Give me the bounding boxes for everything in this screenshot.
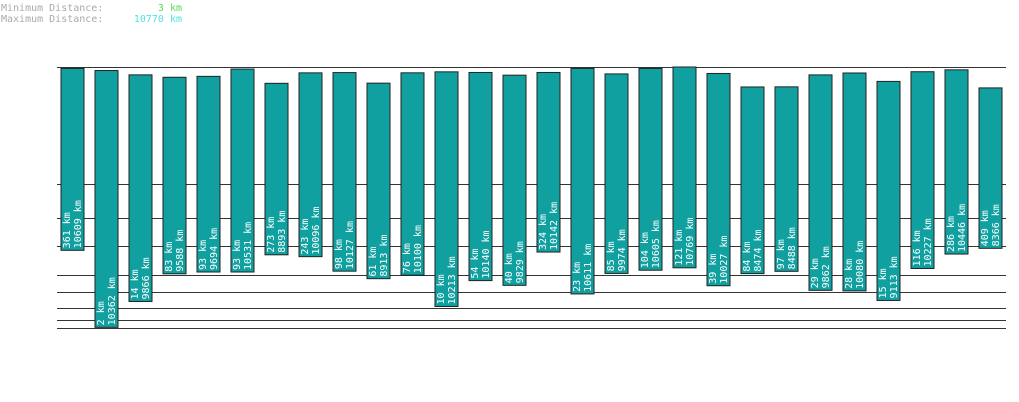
max-label: 10142 km bbox=[549, 202, 560, 250]
bar bbox=[468, 71, 493, 282]
header-value: 10770 km bbox=[134, 14, 182, 25]
max-label: 10609 km bbox=[73, 200, 84, 248]
bar bbox=[196, 75, 221, 273]
min-label: 83 km bbox=[164, 242, 175, 272]
bar bbox=[230, 68, 255, 273]
min-label: 61 km bbox=[368, 247, 379, 277]
max-label: 8893 km bbox=[277, 211, 288, 253]
min-label: 93 km bbox=[232, 240, 243, 270]
min-label: 54 km bbox=[470, 248, 481, 278]
max-label: 10140 km bbox=[481, 230, 492, 278]
bar bbox=[434, 71, 459, 307]
bar bbox=[944, 69, 969, 255]
bar bbox=[570, 67, 595, 295]
header-value: 3 km bbox=[158, 3, 182, 14]
max-label: 10213 km bbox=[447, 256, 458, 304]
bar bbox=[808, 74, 833, 291]
min-label: 14 km bbox=[130, 269, 141, 299]
max-label: 10769 km bbox=[685, 218, 696, 266]
max-label: 10611 km bbox=[583, 244, 594, 292]
max-label: 9694 km bbox=[209, 228, 220, 270]
max-label: 10100 km bbox=[413, 225, 424, 273]
min-label: 93 km bbox=[198, 240, 209, 270]
min-label: 40 km bbox=[504, 253, 515, 283]
max-label: 8913 km bbox=[379, 235, 390, 277]
bar bbox=[910, 71, 935, 269]
min-label: 98 km bbox=[334, 239, 345, 269]
min-label: 29 km bbox=[810, 258, 821, 288]
min-label: 28 km bbox=[844, 259, 855, 289]
min-label: 116 km bbox=[912, 230, 923, 266]
bar bbox=[740, 86, 765, 275]
max-label: 10531 km bbox=[243, 222, 254, 270]
bar bbox=[978, 87, 1003, 249]
max-label: 9862 km bbox=[821, 246, 832, 288]
bar bbox=[774, 86, 799, 272]
min-label: 286 km bbox=[946, 216, 957, 252]
max-label: 8488 km bbox=[787, 227, 798, 269]
bar bbox=[876, 80, 901, 301]
min-label: 104 km bbox=[640, 232, 651, 268]
bar bbox=[366, 82, 391, 280]
max-label: 8474 km bbox=[753, 229, 764, 271]
min-label: 2 km bbox=[96, 301, 107, 325]
min-label: 361 km bbox=[62, 212, 73, 248]
min-label: 324 km bbox=[538, 214, 549, 250]
bar bbox=[400, 72, 425, 276]
bar bbox=[638, 67, 663, 271]
max-label: 10605 km bbox=[651, 220, 662, 268]
max-label: 10362 km bbox=[107, 277, 118, 325]
min-label: 76 km bbox=[402, 243, 413, 273]
bar bbox=[162, 76, 187, 275]
min-label: 97 km bbox=[776, 239, 787, 269]
max-label: 10127 km bbox=[345, 221, 356, 269]
min-label: 85 km bbox=[606, 241, 617, 271]
max-label: 10096 km bbox=[311, 206, 322, 254]
min-label: 39 km bbox=[708, 254, 719, 284]
max-label: 9588 km bbox=[175, 230, 186, 272]
bar bbox=[264, 82, 289, 256]
min-label: 15 km bbox=[878, 268, 889, 298]
bar bbox=[94, 70, 119, 328]
bar bbox=[298, 72, 323, 258]
bar bbox=[502, 74, 527, 286]
min-label: 84 km bbox=[742, 242, 753, 272]
max-label: 9829 km bbox=[515, 241, 526, 283]
max-label: 10080 km bbox=[855, 241, 866, 289]
min-label: 23 km bbox=[572, 262, 583, 292]
max-label: 10227 km bbox=[923, 218, 934, 266]
max-label: 9866 km bbox=[141, 257, 152, 299]
bar bbox=[706, 72, 731, 287]
min-label: 409 km bbox=[980, 210, 991, 246]
max-label: 10027 km bbox=[719, 236, 730, 284]
max-label: 8366 km bbox=[991, 204, 1002, 246]
bar bbox=[332, 72, 357, 272]
min-label: 273 km bbox=[266, 217, 277, 253]
max-label: 9974 km bbox=[617, 229, 628, 271]
min-label: 10 km bbox=[436, 274, 447, 304]
max-label: 9113 km bbox=[889, 256, 900, 298]
bar bbox=[604, 73, 629, 274]
bar bbox=[60, 67, 85, 251]
min-label: 121 km bbox=[674, 230, 685, 266]
header-label: Maximum Distance: bbox=[1, 14, 103, 25]
bar bbox=[536, 71, 561, 253]
bar bbox=[842, 72, 867, 292]
bar bbox=[672, 66, 697, 269]
max-label: 10446 km bbox=[957, 204, 968, 252]
min-label: 243 km bbox=[300, 219, 311, 255]
header-label: Minimum Distance: bbox=[1, 3, 103, 14]
bar bbox=[128, 74, 153, 302]
